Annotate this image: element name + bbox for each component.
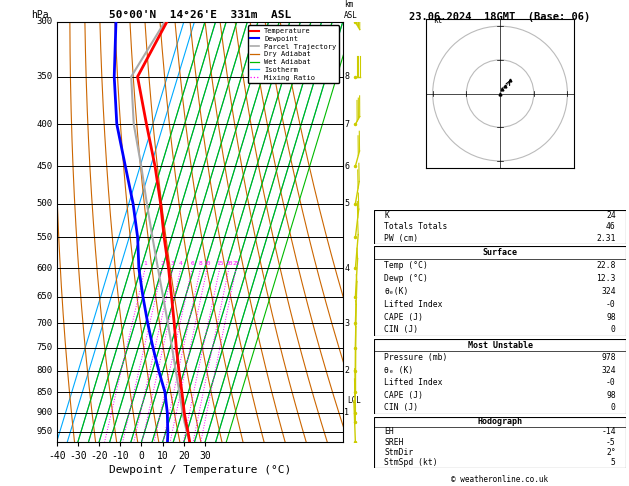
Text: K: K [384, 211, 389, 220]
Text: 5: 5 [611, 458, 616, 467]
Legend: Temperature, Dewpoint, Parcel Trajectory, Dry Adiabat, Wet Adiabat, Isotherm, Mi: Temperature, Dewpoint, Parcel Trajectory… [248, 25, 339, 83]
Text: km
ASL: km ASL [344, 0, 358, 20]
Text: EH: EH [384, 427, 394, 436]
Text: 4: 4 [179, 261, 182, 266]
Text: 25: 25 [232, 261, 240, 266]
Text: Totals Totals: Totals Totals [384, 223, 448, 231]
Title: 50°00'N  14°26'E  331m  ASL: 50°00'N 14°26'E 331m ASL [109, 10, 291, 20]
Text: -5: -5 [606, 437, 616, 447]
Text: CIN (J): CIN (J) [384, 326, 418, 334]
Text: 350: 350 [36, 72, 52, 81]
Text: 400: 400 [36, 120, 52, 129]
Text: Hodograph: Hodograph [477, 417, 523, 426]
Text: 750: 750 [36, 343, 52, 352]
Text: 700: 700 [36, 319, 52, 328]
Text: 300: 300 [36, 17, 52, 26]
Text: 500: 500 [36, 199, 52, 208]
Text: 0: 0 [611, 326, 616, 334]
Text: 650: 650 [36, 293, 52, 301]
Text: Pressure (mb): Pressure (mb) [384, 353, 448, 362]
Text: 550: 550 [36, 233, 52, 242]
Text: 10: 10 [203, 261, 211, 266]
Text: hPa: hPa [31, 10, 48, 20]
Text: LCL: LCL [347, 396, 361, 405]
Text: StmSpd (kt): StmSpd (kt) [384, 458, 438, 467]
Text: 1: 1 [344, 408, 349, 417]
Text: 1: 1 [143, 261, 147, 266]
Text: 2: 2 [344, 366, 349, 375]
Text: 12.3: 12.3 [596, 274, 616, 283]
Text: 98: 98 [606, 391, 616, 400]
Text: 900: 900 [36, 408, 52, 417]
Text: 950: 950 [36, 427, 52, 436]
X-axis label: Dewpoint / Temperature (°C): Dewpoint / Temperature (°C) [109, 466, 291, 475]
Text: 5: 5 [344, 199, 349, 208]
Text: 6: 6 [190, 261, 194, 266]
Text: 22.8: 22.8 [596, 261, 616, 270]
Text: 2: 2 [160, 261, 164, 266]
Text: Most Unstable: Most Unstable [467, 341, 533, 349]
Text: 98: 98 [606, 312, 616, 322]
Text: Temp (°C): Temp (°C) [384, 261, 428, 270]
Text: PW (cm): PW (cm) [384, 234, 418, 243]
Text: 2°: 2° [606, 448, 616, 457]
Text: -0: -0 [606, 378, 616, 387]
Text: 15: 15 [216, 261, 223, 266]
Text: 3: 3 [344, 319, 349, 328]
Text: 0: 0 [611, 403, 616, 412]
Text: 450: 450 [36, 162, 52, 171]
Text: θₑ(K): θₑ(K) [384, 287, 409, 296]
Text: 20: 20 [225, 261, 233, 266]
Text: 850: 850 [36, 388, 52, 397]
Text: 324: 324 [601, 365, 616, 375]
Text: -0: -0 [606, 300, 616, 309]
Text: 600: 600 [36, 264, 52, 273]
Text: 46: 46 [606, 223, 616, 231]
Text: 978: 978 [601, 353, 616, 362]
Text: 6: 6 [344, 162, 349, 171]
Text: 8: 8 [199, 261, 203, 266]
Text: 3: 3 [171, 261, 175, 266]
Text: SREH: SREH [384, 437, 404, 447]
Text: CAPE (J): CAPE (J) [384, 312, 423, 322]
Text: StmDir: StmDir [384, 448, 414, 457]
Text: Dewp (°C): Dewp (°C) [384, 274, 428, 283]
Text: 800: 800 [36, 366, 52, 375]
Text: 8: 8 [344, 72, 349, 81]
Text: CIN (J): CIN (J) [384, 403, 418, 412]
Text: θₑ (K): θₑ (K) [384, 365, 414, 375]
Text: 23.06.2024  18GMT  (Base: 06): 23.06.2024 18GMT (Base: 06) [409, 12, 591, 22]
Text: Surface: Surface [482, 248, 518, 257]
Text: © weatheronline.co.uk: © weatheronline.co.uk [452, 474, 548, 484]
Text: 7: 7 [344, 120, 349, 129]
Text: 4: 4 [344, 264, 349, 273]
Text: -14: -14 [601, 427, 616, 436]
Text: 2.31: 2.31 [596, 234, 616, 243]
Text: CAPE (J): CAPE (J) [384, 391, 423, 400]
Text: Lifted Index: Lifted Index [384, 300, 443, 309]
Text: 24: 24 [606, 211, 616, 220]
Text: kt: kt [433, 16, 442, 25]
Text: 324: 324 [601, 287, 616, 296]
Text: Lifted Index: Lifted Index [384, 378, 443, 387]
